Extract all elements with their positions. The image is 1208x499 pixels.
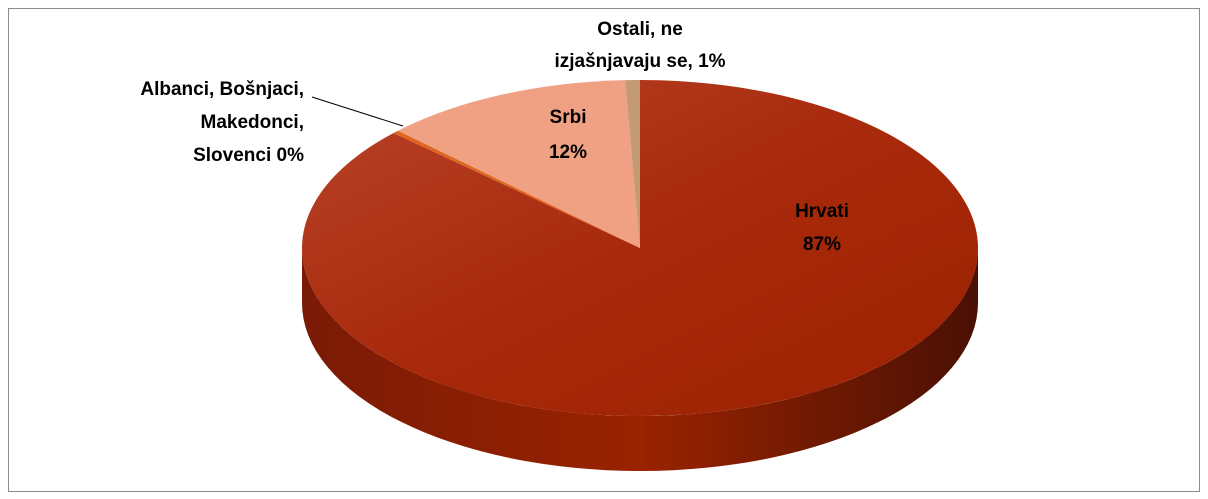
data-label: Srbi — [550, 107, 587, 128]
data-label: Ostali, ne — [597, 19, 683, 40]
slice — [625, 80, 640, 248]
data-label: 87% — [803, 234, 841, 255]
data-label: Hrvati — [795, 201, 849, 222]
data-label: Makedonci, — [201, 112, 304, 133]
slice-side — [302, 248, 978, 471]
data-label: Albanci, Bošnjaci, — [140, 79, 304, 100]
slice — [398, 80, 640, 248]
data-label: Slovenci 0% — [193, 145, 304, 166]
slice — [393, 130, 640, 248]
data-label: 12% — [549, 142, 587, 163]
data-label: izjašnjavaju se, 1% — [554, 51, 725, 72]
leader-line — [311, 96, 404, 127]
